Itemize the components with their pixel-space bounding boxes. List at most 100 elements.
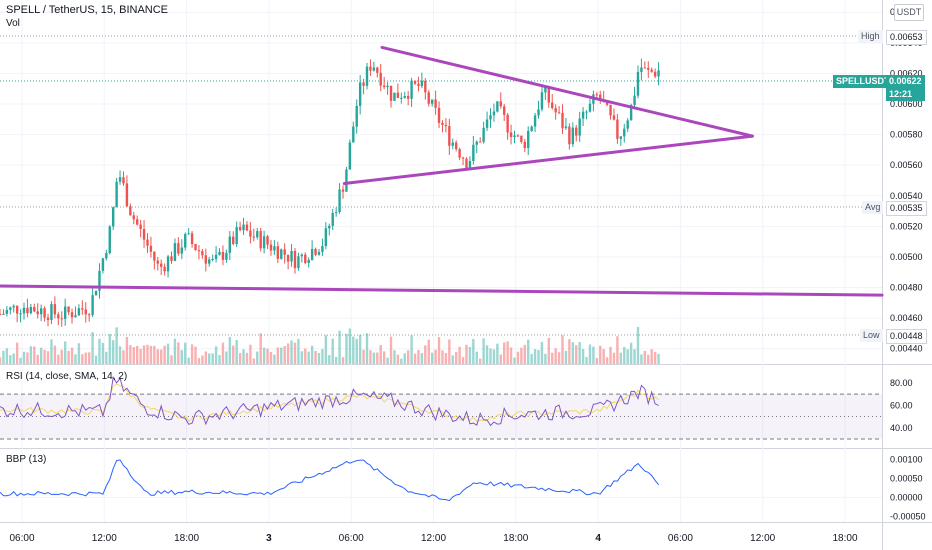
candle-body bbox=[242, 224, 245, 231]
candle-body bbox=[516, 135, 520, 137]
volume-bar bbox=[451, 355, 454, 364]
volume-bar bbox=[588, 344, 592, 364]
candle-body bbox=[221, 251, 225, 260]
candle-body bbox=[513, 135, 516, 138]
last-price-tag: 0.00622 12:21 bbox=[886, 75, 925, 101]
candle-body bbox=[479, 141, 482, 143]
volume-bar bbox=[166, 343, 170, 364]
candle-body bbox=[461, 157, 465, 159]
candle-body bbox=[101, 258, 105, 271]
candle-body bbox=[503, 106, 506, 115]
volume-bar bbox=[602, 349, 605, 364]
volume-bar bbox=[283, 346, 286, 364]
volume-bar bbox=[358, 334, 362, 364]
candle-body bbox=[430, 99, 434, 104]
volume-bar bbox=[619, 352, 623, 364]
price-axis-label: 0.00440 bbox=[890, 344, 923, 354]
volume-bar bbox=[63, 341, 67, 364]
volume-bar bbox=[77, 343, 81, 364]
volume-group bbox=[0, 326, 660, 364]
candle-body bbox=[581, 111, 585, 119]
candle-body bbox=[523, 141, 526, 149]
volume-bar bbox=[125, 336, 129, 364]
volume-bar bbox=[554, 348, 557, 364]
volume-bar bbox=[67, 350, 70, 364]
volume-bar bbox=[43, 349, 46, 364]
trendline-1 bbox=[0, 284, 884, 297]
candle-body bbox=[259, 231, 262, 249]
volume-bar bbox=[338, 330, 341, 364]
bbp-axis-label: 0.00050 bbox=[890, 473, 923, 483]
currency-button[interactable]: USDT bbox=[894, 4, 924, 21]
rsi-axis-label: 60.00 bbox=[890, 400, 913, 410]
candle-body bbox=[657, 70, 660, 77]
time-axis-label: 06:00 bbox=[668, 533, 693, 544]
candle-body bbox=[238, 227, 242, 231]
volume-bar bbox=[310, 345, 314, 364]
volume-bar bbox=[321, 348, 324, 364]
volume-bar bbox=[269, 352, 273, 364]
volume-bar bbox=[197, 358, 201, 364]
volume-bar bbox=[389, 336, 393, 364]
candle-body bbox=[417, 83, 420, 87]
candle-body bbox=[365, 66, 369, 86]
candle-body bbox=[324, 228, 328, 246]
candle-body bbox=[122, 177, 125, 184]
avg-label: Avg bbox=[862, 201, 884, 214]
volume-bar bbox=[527, 339, 530, 364]
candle-body bbox=[647, 67, 650, 70]
volume-bar bbox=[496, 343, 499, 364]
volume-bar bbox=[513, 357, 516, 364]
volume-bar bbox=[153, 345, 156, 364]
volume-bar bbox=[184, 342, 187, 364]
candle-body bbox=[640, 67, 643, 73]
volume-bar bbox=[256, 351, 259, 364]
candle-body bbox=[91, 295, 94, 316]
volume-bar bbox=[280, 347, 283, 364]
volume-bar bbox=[146, 344, 149, 364]
volume-bar bbox=[499, 354, 502, 364]
volume-bar bbox=[245, 352, 249, 364]
volume-bar bbox=[468, 346, 472, 364]
volume-bar bbox=[653, 352, 657, 364]
candle-body bbox=[249, 230, 252, 237]
volume-bar bbox=[235, 339, 238, 364]
volume-bar bbox=[177, 342, 180, 364]
candle-body bbox=[156, 260, 159, 264]
candle-body bbox=[355, 105, 358, 127]
candle-body bbox=[286, 254, 290, 262]
candle-body bbox=[273, 246, 276, 251]
candle-body bbox=[67, 306, 70, 313]
time-axis-label: 18:00 bbox=[174, 533, 199, 544]
volume-bar bbox=[276, 347, 280, 364]
bbp-line bbox=[0, 459, 659, 502]
volume-bar bbox=[36, 354, 39, 364]
candle-body bbox=[616, 119, 619, 139]
candle-body bbox=[636, 72, 640, 96]
candle-body bbox=[214, 254, 218, 260]
volume-bar bbox=[39, 347, 43, 364]
candle-body bbox=[26, 307, 29, 314]
volume-bar bbox=[516, 351, 520, 364]
time-axis-label: 06:00 bbox=[339, 533, 364, 544]
candle-body bbox=[201, 251, 204, 256]
candle-body bbox=[396, 92, 400, 98]
volume-bar bbox=[101, 342, 105, 364]
high-value: 0.00653 bbox=[886, 30, 927, 45]
volume-bar bbox=[139, 348, 142, 364]
volume-bar bbox=[214, 346, 218, 364]
candle-body bbox=[434, 99, 437, 108]
candle-body bbox=[94, 290, 98, 296]
candle-body bbox=[499, 101, 502, 107]
volume-bar bbox=[485, 345, 489, 364]
candle-body bbox=[437, 107, 441, 123]
candle-body bbox=[235, 227, 238, 245]
candle-body bbox=[362, 82, 365, 86]
candle-body bbox=[376, 67, 379, 73]
candle-body bbox=[533, 115, 537, 127]
volume-bar bbox=[345, 333, 348, 364]
candle-body bbox=[468, 161, 472, 169]
volume-bar bbox=[87, 352, 91, 364]
